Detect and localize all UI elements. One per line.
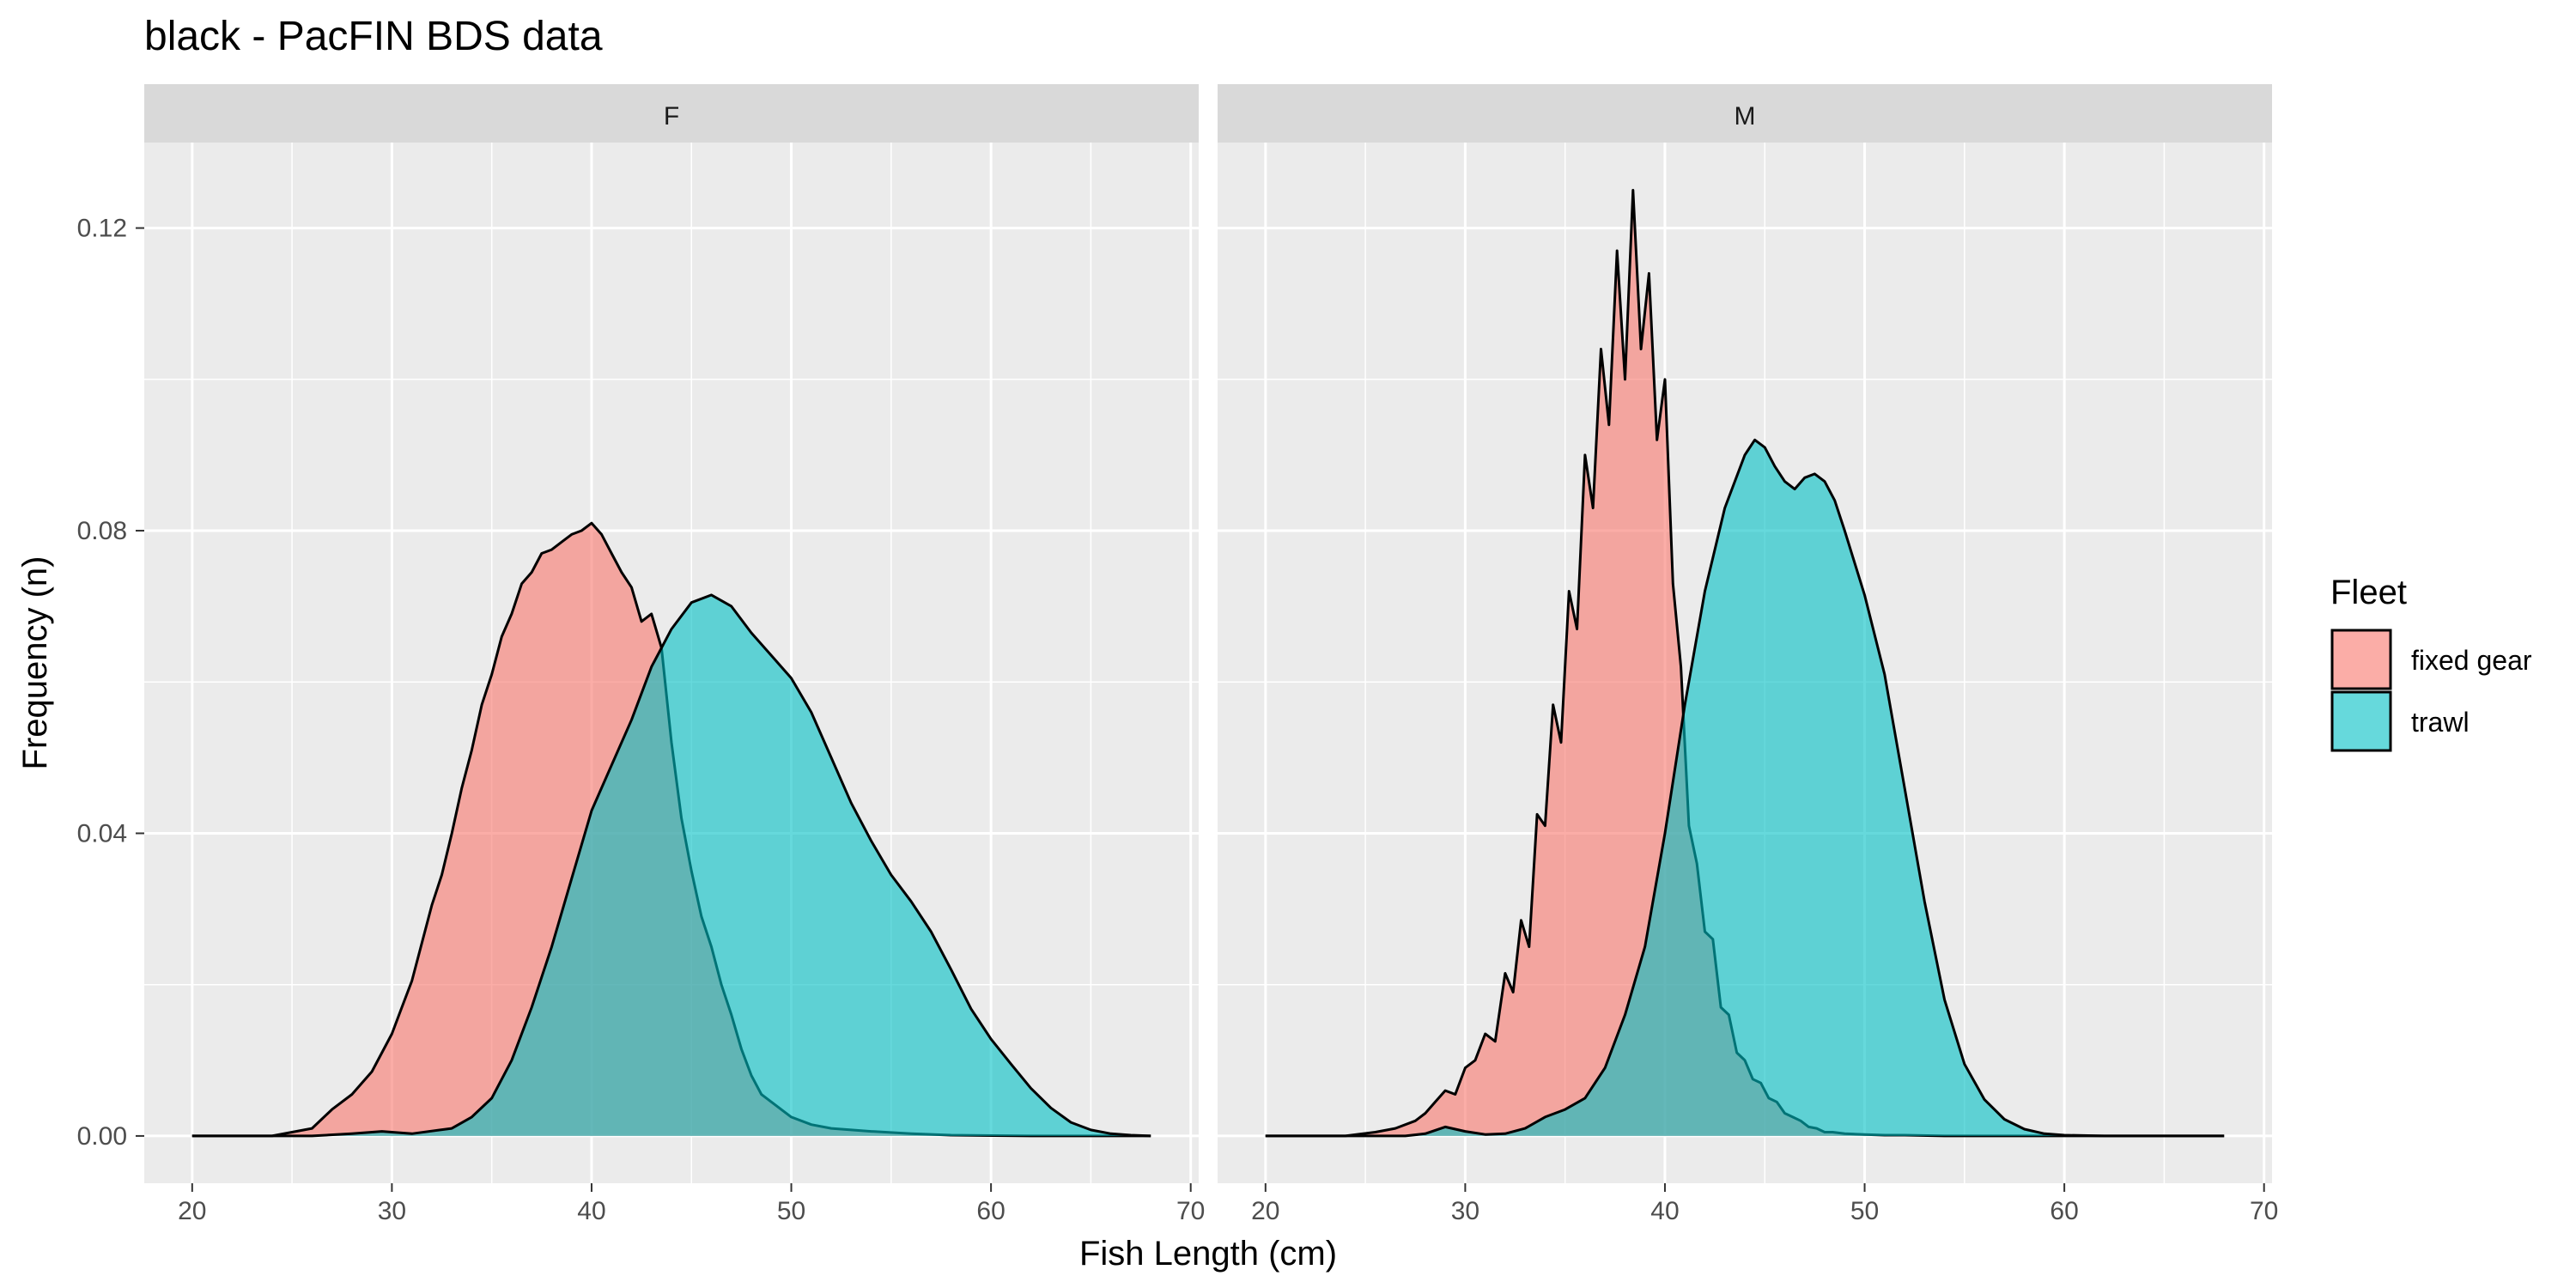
x-tick-label: 70 (2250, 1197, 2278, 1225)
facet-f: F (144, 84, 1199, 1183)
y-axis: 0.00 0.04 0.08 0.12 (77, 215, 144, 1151)
legend-key-fixed-gear (2330, 629, 2392, 690)
chart-title: black - PacFIN BDS data (144, 14, 603, 59)
x-tick-label: 40 (577, 1197, 605, 1225)
density-line-trawl (191, 593, 1151, 1138)
strip-f (144, 84, 1199, 143)
x-axis-m: 20 30 40 50 60 70 (1251, 1183, 2278, 1225)
density-line-trawl (1265, 438, 2225, 1138)
x-tick-label: 60 (2050, 1197, 2078, 1225)
x-tick-label: 70 (1176, 1197, 1205, 1225)
x-axis-f: 20 30 40 50 60 70 (178, 1183, 1205, 1225)
strip-label-f: F (664, 102, 679, 131)
legend-label-trawl: trawl (2411, 707, 2470, 738)
x-tick-label: 20 (178, 1197, 206, 1225)
x-tick-label: 30 (378, 1197, 406, 1225)
legend-title: Fleet (2330, 574, 2407, 611)
y-tick-label: 0.04 (77, 819, 127, 848)
y-axis-title: Frequency (n) (16, 556, 54, 770)
strip-m (1218, 84, 2272, 143)
strip-label-m: M (1735, 102, 1756, 131)
y-tick-label: 0.08 (77, 517, 127, 545)
legend: Fleet fixed gear trawl (2330, 574, 2532, 752)
x-tick-label: 50 (1850, 1197, 1879, 1225)
x-tick-label: 60 (976, 1197, 1005, 1225)
density-areas-f (191, 521, 1151, 1138)
legend-key-trawl (2330, 690, 2392, 752)
facet-m: M (1218, 84, 2272, 1183)
density-areas-m (1265, 189, 2225, 1138)
density-area-trawl (1265, 440, 2225, 1136)
density-area-trawl (191, 594, 1151, 1136)
legend-label-fixed-gear: fixed gear (2411, 645, 2532, 676)
x-tick-label: 40 (1650, 1197, 1679, 1225)
x-tick-label: 20 (1251, 1197, 1279, 1225)
x-axis-title: Fish Length (cm) (1079, 1235, 1337, 1273)
y-tick-label: 0.00 (77, 1122, 127, 1151)
x-tick-label: 30 (1451, 1197, 1479, 1225)
y-tick-label: 0.12 (77, 215, 127, 243)
x-tick-label: 50 (777, 1197, 805, 1225)
